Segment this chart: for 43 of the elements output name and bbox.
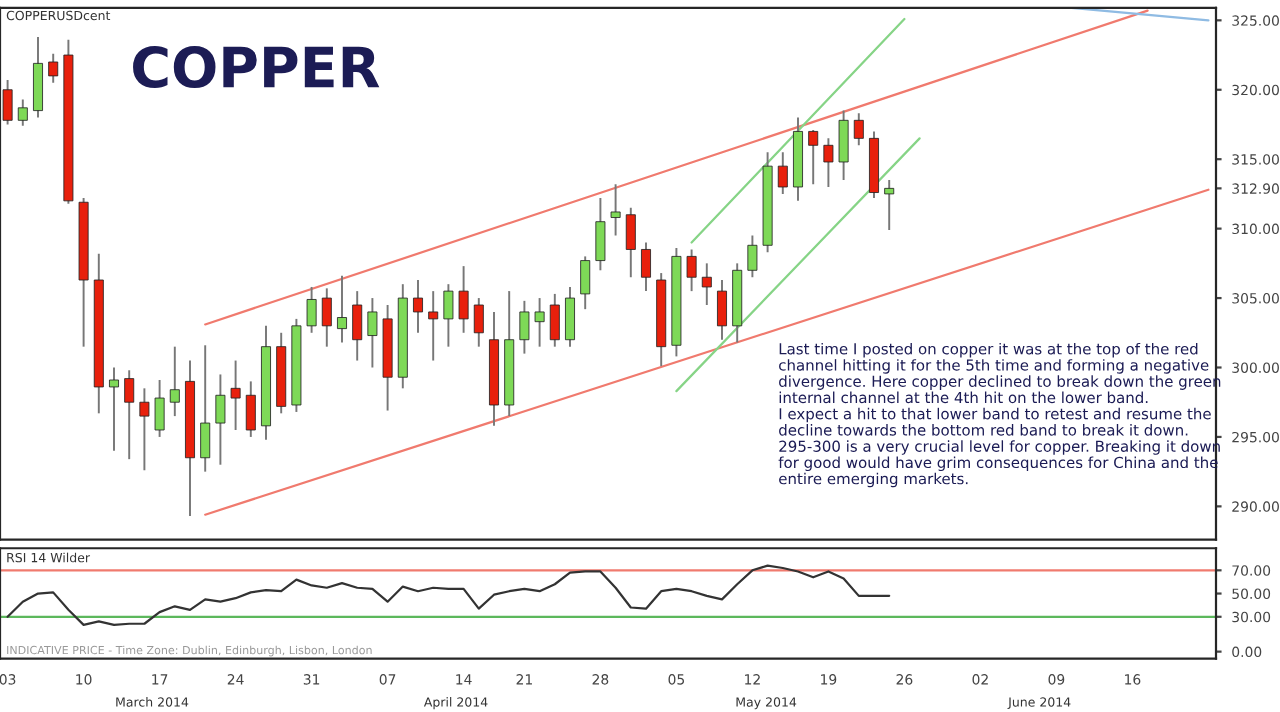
candlestick [808, 129, 819, 186]
line-series [6, 564, 891, 627]
candlestick [884, 179, 895, 231]
candlestick [169, 345, 180, 418]
candlestick [458, 265, 469, 334]
candlestick [473, 297, 484, 348]
candlestick [641, 241, 651, 293]
candlestick [124, 369, 135, 461]
candlestick [33, 36, 43, 119]
text: COPPER [133, 46, 380, 89]
candlestick [200, 344, 211, 473]
candlestick [443, 283, 454, 348]
candlestick [428, 290, 439, 362]
candlestick [534, 297, 545, 348]
candlestick [230, 359, 241, 431]
candlestick [686, 248, 697, 293]
candlestick [747, 234, 758, 279]
candlestick [565, 285, 575, 348]
candlestick [154, 379, 165, 438]
candlestick [337, 274, 347, 344]
candlestick [413, 279, 423, 334]
candlestick [777, 151, 788, 195]
candlestick [838, 109, 849, 181]
candlestick [580, 255, 591, 311]
candlestick [321, 287, 332, 348]
candlestick [823, 137, 834, 188]
candlestick [595, 197, 606, 272]
candlestick [853, 112, 864, 147]
candlestick [306, 285, 317, 334]
candlestick [48, 52, 59, 84]
candlestick [610, 183, 621, 237]
candlestick [717, 279, 727, 341]
candlestick [625, 206, 636, 279]
candlestick [215, 373, 226, 466]
candlestick [367, 297, 378, 369]
candlestick [139, 387, 150, 472]
candlestick [245, 380, 256, 438]
candlestick [109, 366, 119, 452]
candlestick [549, 292, 560, 348]
candlestick [352, 290, 363, 362]
candlestick [701, 262, 712, 306]
candlestick [519, 299, 530, 355]
candlestick [17, 98, 28, 127]
